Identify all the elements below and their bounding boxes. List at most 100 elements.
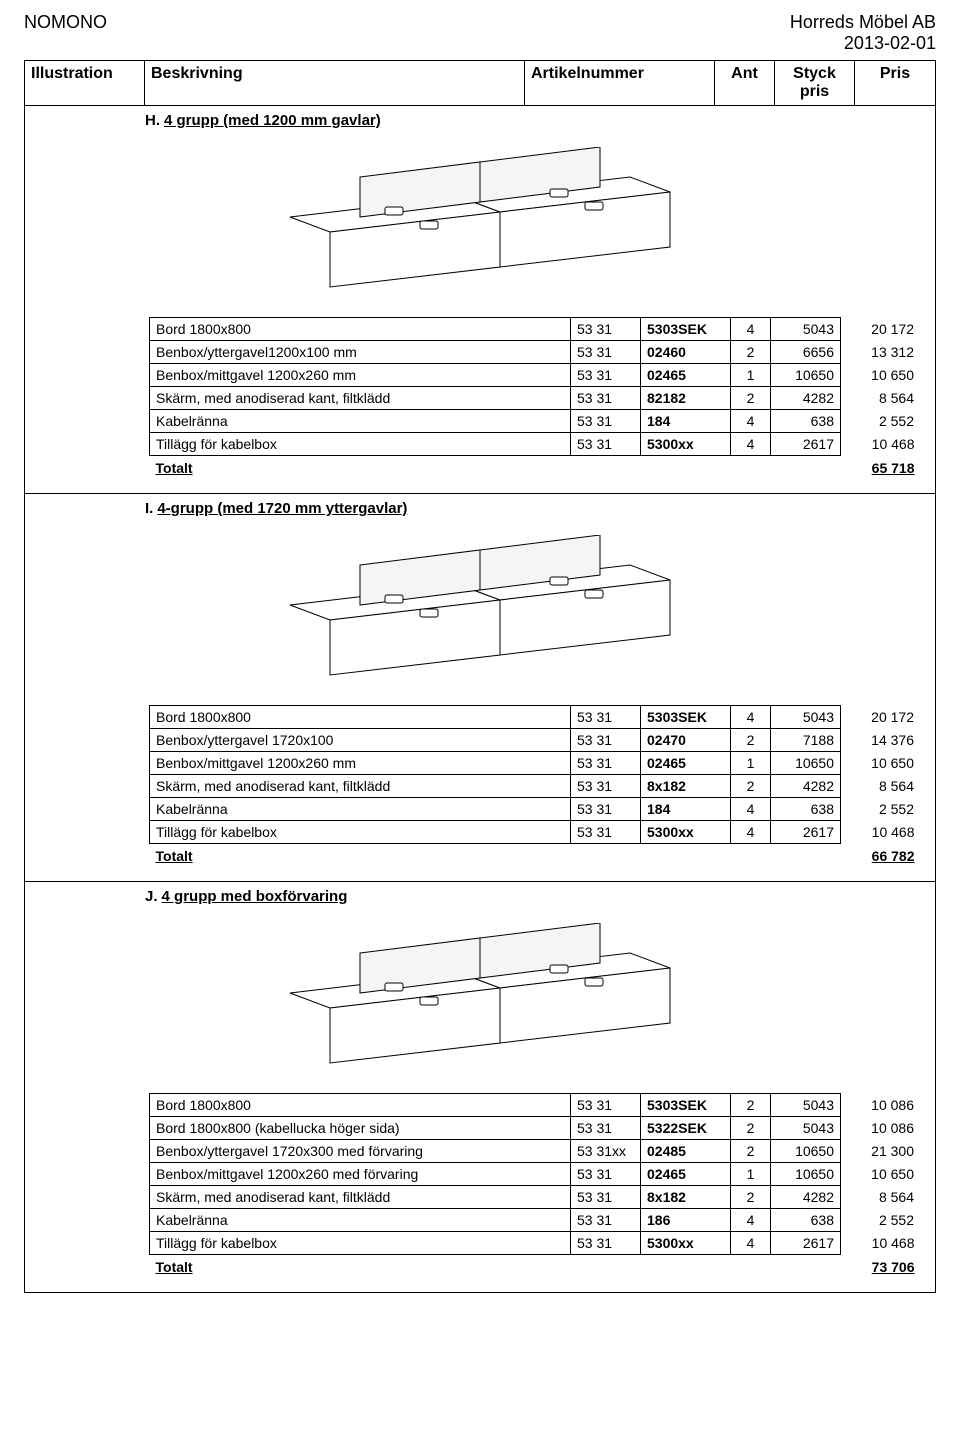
table-row: Kabelränna53 3118446382 552 xyxy=(150,798,921,821)
company-name: Horreds Möbel AB xyxy=(790,12,936,33)
cell-desc: Skärm, med anodiserad kant, filtklädd xyxy=(150,387,571,410)
cell-art2: 5303SEK xyxy=(641,318,731,341)
cell-art2: 82182 xyxy=(641,387,731,410)
page-header: NOMONO Horreds Möbel AB 2013-02-01 xyxy=(24,12,936,54)
cell-art2: 02485 xyxy=(641,1140,731,1163)
table-row: Kabelränna53 3118446382 552 xyxy=(150,410,921,433)
cell-art1: 53 31 xyxy=(571,729,641,752)
cell-desc: Benbox/mittgavel 1200x260 mm xyxy=(150,364,571,387)
section-title: 4 grupp (med 1200 mm gavlar) xyxy=(164,112,381,129)
total-value: 73 706 xyxy=(841,1255,921,1279)
header-right: Horreds Möbel AB 2013-02-01 xyxy=(790,12,936,54)
cell-pris: 10 468 xyxy=(841,433,921,456)
total-value: 65 718 xyxy=(841,456,921,480)
cell-pris: 10 650 xyxy=(841,364,921,387)
cell-art1: 53 31 xyxy=(571,821,641,844)
section-prefix: J. xyxy=(145,888,158,905)
table-row: Benbox/yttergavel 1720x300 med förvaring… xyxy=(150,1140,921,1163)
cell-ant: 2 xyxy=(731,1094,771,1117)
cell-sp: 4282 xyxy=(771,1186,841,1209)
cell-ant: 4 xyxy=(731,706,771,729)
cell-ant: 4 xyxy=(731,410,771,433)
cell-art1: 53 31 xyxy=(571,706,641,729)
cell-desc: Bord 1800x800 (kabellucka höger sida) xyxy=(150,1117,571,1140)
cell-art1: 53 31 xyxy=(571,341,641,364)
section-title-row: J.4 grupp med boxförvaring xyxy=(39,888,921,905)
col-ant: Ant xyxy=(715,61,775,105)
cell-art1: 53 31 xyxy=(571,387,641,410)
cell-sp: 10650 xyxy=(771,1140,841,1163)
cell-pris: 20 172 xyxy=(841,706,921,729)
cell-desc: Benbox/yttergavel 1720x100 xyxy=(150,729,571,752)
cell-art2: 184 xyxy=(641,410,731,433)
table-row: Benbox/mittgavel 1200x260 med förvaring5… xyxy=(150,1163,921,1186)
cell-art1: 53 31 xyxy=(571,1232,641,1255)
cell-ant: 1 xyxy=(731,752,771,775)
cell-ant: 2 xyxy=(731,775,771,798)
table-row: Skärm, med anodiserad kant, filtklädd53 … xyxy=(150,775,921,798)
total-label: Totalt xyxy=(150,456,571,480)
cell-art2: 8x182 xyxy=(641,775,731,798)
cell-ant: 4 xyxy=(731,433,771,456)
desk-illustration xyxy=(270,923,690,1073)
cell-art1: 53 31 xyxy=(571,798,641,821)
items-table: Bord 1800x80053 315303SEK4504320 172Benb… xyxy=(149,705,921,867)
table-row: Benbox/mittgavel 1200x260 mm53 310246511… xyxy=(150,364,921,387)
table-row: Tillägg för kabelbox53 315300xx4261710 4… xyxy=(150,821,921,844)
col-illustration: Illustration xyxy=(25,61,145,105)
cell-sp: 5043 xyxy=(771,706,841,729)
table-row: Kabelränna53 3118646382 552 xyxy=(150,1209,921,1232)
cell-ant: 2 xyxy=(731,729,771,752)
cell-desc: Benbox/yttergavel 1720x300 med förvaring xyxy=(150,1140,571,1163)
table-row: Bord 1800x80053 315303SEK4504320 172 xyxy=(150,706,921,729)
cell-desc: Kabelränna xyxy=(150,1209,571,1232)
total-row: Totalt66 782 xyxy=(150,844,921,868)
header-left: NOMONO xyxy=(24,12,107,33)
cell-pris: 2 552 xyxy=(841,798,921,821)
cell-pris: 10 086 xyxy=(841,1094,921,1117)
desk-illustration xyxy=(270,147,690,297)
cell-art2: 02470 xyxy=(641,729,731,752)
cell-pris: 10 650 xyxy=(841,1163,921,1186)
cell-pris: 10 468 xyxy=(841,1232,921,1255)
table-row: Bord 1800x80053 315303SEK4504320 172 xyxy=(150,318,921,341)
section-title: 4-grupp (med 1720 mm yttergavlar) xyxy=(157,500,407,517)
table-row: Bord 1800x800 (kabellucka höger sida)53 … xyxy=(150,1117,921,1140)
cell-sp: 4282 xyxy=(771,775,841,798)
cell-ant: 1 xyxy=(731,1163,771,1186)
total-label: Totalt xyxy=(150,1255,571,1279)
col-pris: Pris xyxy=(855,61,935,105)
items-table: Bord 1800x80053 315303SEK2504310 086Bord… xyxy=(149,1093,921,1278)
table-row: Skärm, med anodiserad kant, filtklädd53 … xyxy=(150,387,921,410)
cell-sp: 2617 xyxy=(771,433,841,456)
cell-pris: 10 086 xyxy=(841,1117,921,1140)
table-row: Tillägg för kabelbox53 315300xx4261710 4… xyxy=(150,1232,921,1255)
section-title: 4 grupp med boxförvaring xyxy=(162,888,348,905)
cell-pris: 10 650 xyxy=(841,752,921,775)
cell-ant: 1 xyxy=(731,364,771,387)
cell-desc: Kabelränna xyxy=(150,410,571,433)
cell-sp: 2617 xyxy=(771,1232,841,1255)
section: I.4-grupp (med 1720 mm yttergavlar) Bord… xyxy=(24,494,936,882)
total-row: Totalt 65 718 xyxy=(150,456,921,480)
table-row: Tillägg för kabelbox53 315300xx4261710 4… xyxy=(150,433,921,456)
cell-sp: 10650 xyxy=(771,752,841,775)
cell-art1: 53 31 xyxy=(571,775,641,798)
cell-desc: Tillägg för kabelbox xyxy=(150,821,571,844)
cell-desc: Kabelränna xyxy=(150,798,571,821)
cell-art2: 02460 xyxy=(641,341,731,364)
section-prefix: I. xyxy=(145,500,153,517)
cell-sp: 638 xyxy=(771,1209,841,1232)
col-beskrivning: Beskrivning xyxy=(145,61,525,105)
cell-desc: Bord 1800x800 xyxy=(150,318,571,341)
table-row: Benbox/yttergavel1200x100 mm53 310246026… xyxy=(150,341,921,364)
cell-desc: Bord 1800x800 xyxy=(150,706,571,729)
cell-pris: 8 564 xyxy=(841,1186,921,1209)
cell-art1: 53 31 xyxy=(571,1117,641,1140)
section-title-row: H.4 grupp (med 1200 mm gavlar) xyxy=(39,112,921,129)
cell-pris: 21 300 xyxy=(841,1140,921,1163)
cell-ant: 4 xyxy=(731,821,771,844)
items-table: Bord 1800x80053 315303SEK4504320 172Benb… xyxy=(149,317,921,479)
cell-art2: 5300xx xyxy=(641,433,731,456)
cell-pris: 2 552 xyxy=(841,1209,921,1232)
